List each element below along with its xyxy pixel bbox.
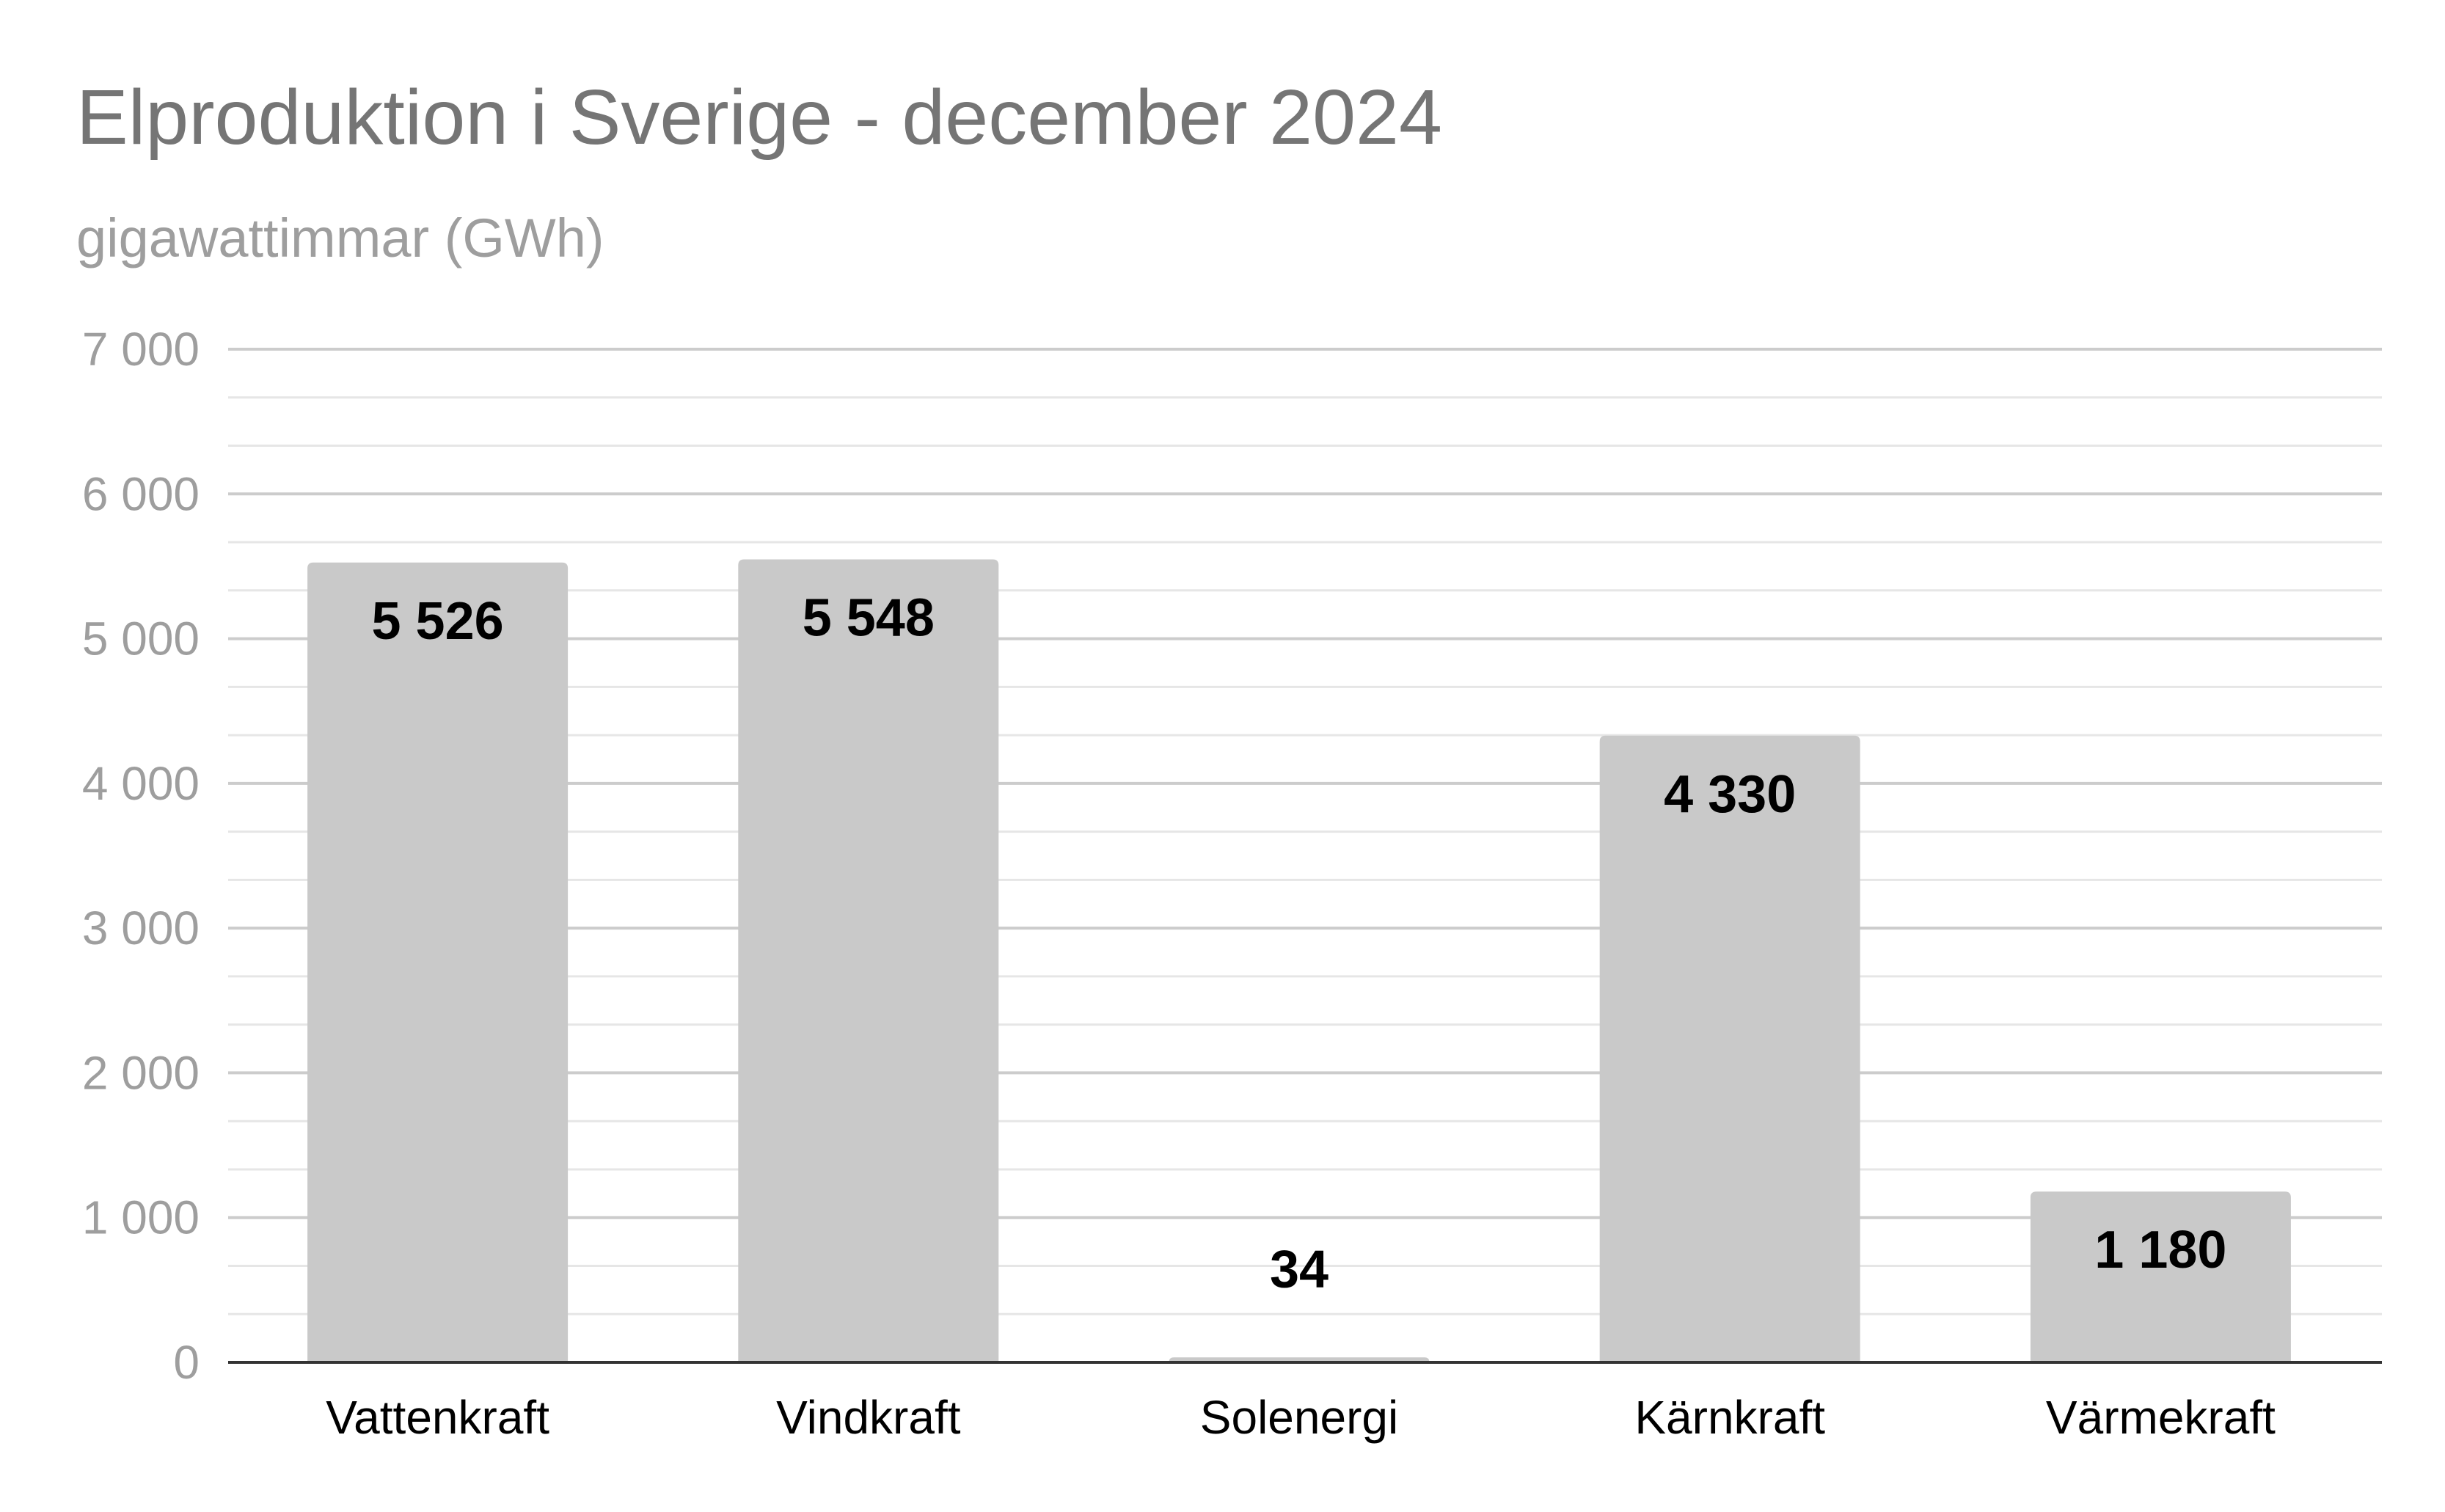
y-tick-label: 7 000 bbox=[82, 323, 200, 376]
y-tick-label: 2 000 bbox=[82, 1046, 200, 1099]
x-tick-label: Vattenkraft bbox=[326, 1391, 549, 1444]
bar-vindkraft bbox=[738, 559, 999, 1362]
x-tick-label: Solenergi bbox=[1200, 1391, 1398, 1444]
data-label: 5 548 bbox=[803, 588, 935, 647]
x-tick-label: Värmekraft bbox=[2046, 1391, 2276, 1444]
x-tick-label: Vindkraft bbox=[776, 1391, 961, 1444]
gridlines bbox=[228, 348, 2382, 1315]
bar-vattenkraft bbox=[307, 562, 569, 1363]
y-tick-label: 6 000 bbox=[82, 467, 200, 520]
bars bbox=[307, 559, 2291, 1363]
bar-värmekraft bbox=[2030, 1191, 2291, 1362]
x-axis-tick-labels: Vattenkraft Vindkraft Solenergi Kärnkraft Vä… bbox=[326, 1391, 2276, 1444]
chart-title: Elproduktion i Sverige - december 2024 bbox=[76, 74, 1442, 161]
y-tick-label: 5 000 bbox=[82, 613, 200, 665]
bar-kärnkraft bbox=[1599, 735, 1860, 1362]
y-tick-label: 1 000 bbox=[82, 1191, 200, 1244]
data-label: 5 526 bbox=[372, 592, 504, 651]
y-tick-label: 0 bbox=[173, 1336, 200, 1389]
data-label: 34 bbox=[1270, 1240, 1329, 1299]
y-tick-label: 4 000 bbox=[82, 757, 200, 810]
data-label: 4 330 bbox=[1664, 765, 1796, 824]
x-tick-label: Kärnkraft bbox=[1634, 1391, 1825, 1444]
chart-subtitle: gigawattimmar (GWh) bbox=[76, 208, 604, 269]
data-label: 1 180 bbox=[2094, 1221, 2226, 1279]
data-labels: 5 526 5 548 34 4 330 1 180 bbox=[372, 588, 2227, 1299]
y-axis-tick-labels: 0 1 000 2 000 3 000 4 000 5 000 6 000 7 000 bbox=[82, 323, 200, 1389]
y-tick-label: 3 000 bbox=[82, 902, 200, 954]
